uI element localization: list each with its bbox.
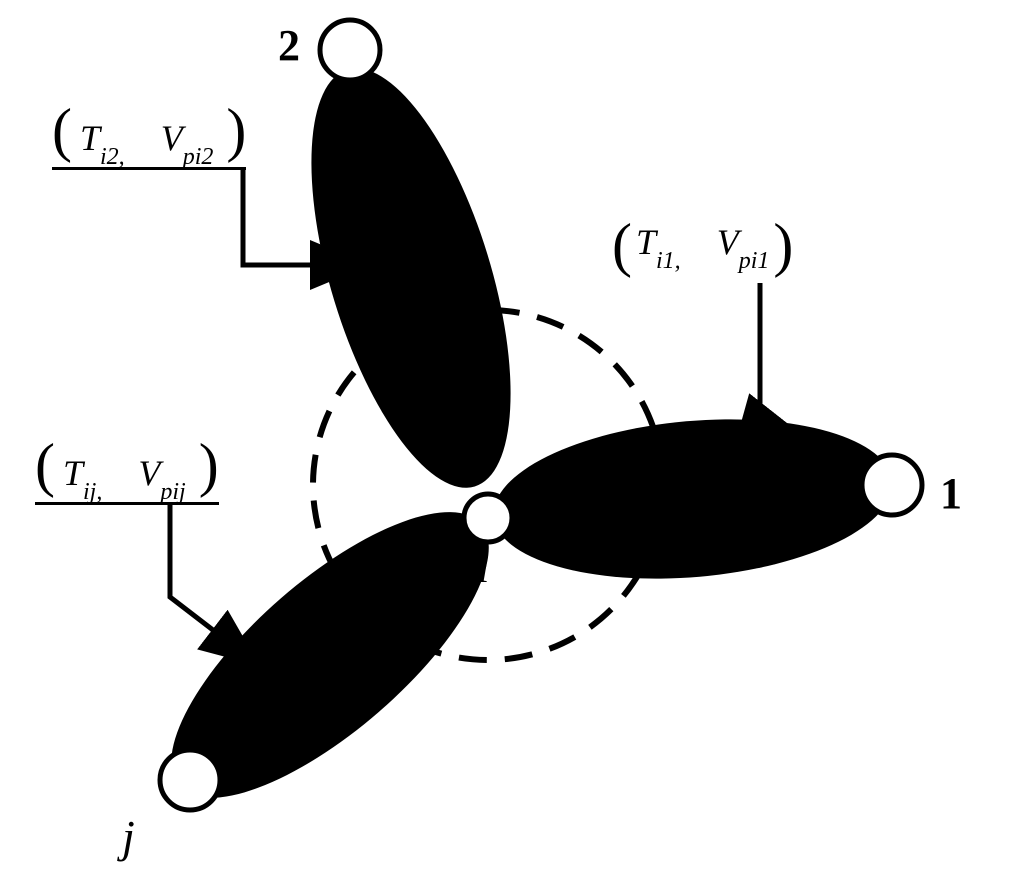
petal-1	[487, 404, 899, 594]
edge-label-2: ( Ti2, Vpi2 )	[52, 100, 246, 170]
edge-label-2-T: T	[80, 118, 100, 158]
edge-label-1-Tsub: i1,	[656, 248, 681, 274]
diagram-container: i 1 2 j ( Ti1, Vpi1 ) ( Ti2, Vpi2 ) ( T	[0, 0, 1015, 891]
label-node-i: i	[478, 545, 489, 592]
label-node-2: 2	[278, 20, 300, 71]
node-i	[464, 494, 512, 542]
edge-label-j-Vsub: pij	[160, 479, 185, 505]
node-1	[862, 455, 922, 515]
label-node-j: j	[122, 810, 135, 863]
edge-label-2-Tsub: i2,	[100, 144, 125, 170]
edge-label-2-V: V	[161, 118, 183, 158]
petal-2	[271, 46, 551, 510]
edge-label-1-Vsub: pi1	[739, 248, 770, 274]
node-j	[160, 750, 220, 810]
edge-label-j-Tsub: ij,	[83, 479, 102, 505]
label-node-1: 1	[940, 468, 962, 519]
edge-label-j: ( Tij, Vpij )	[35, 435, 219, 505]
edge-label-j-V: V	[138, 453, 160, 493]
arrow-to-petal-j	[170, 503, 252, 660]
edge-label-2-Vsub: pi2	[183, 144, 214, 170]
edge-label-1: ( Ti1, Vpi1 )	[612, 215, 793, 275]
edge-label-j-T: T	[63, 453, 83, 493]
node-2	[320, 20, 380, 80]
edge-label-1-V: V	[717, 222, 739, 262]
edge-label-1-T: T	[636, 222, 656, 262]
